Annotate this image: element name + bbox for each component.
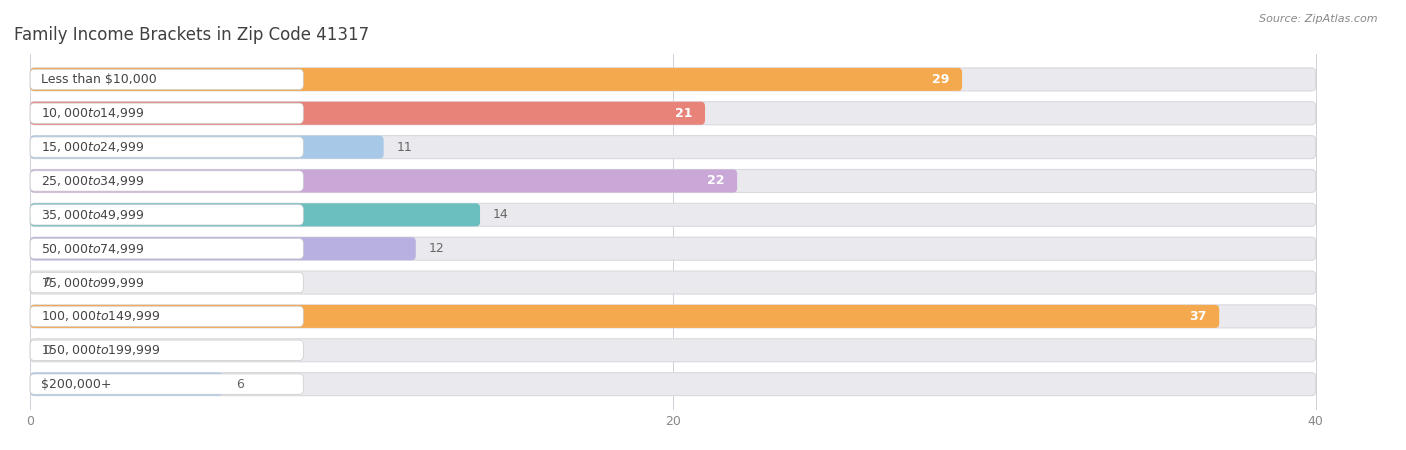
- Text: 37: 37: [1189, 310, 1206, 323]
- Text: Less than $10,000: Less than $10,000: [41, 73, 157, 86]
- FancyBboxPatch shape: [30, 68, 962, 91]
- Text: 21: 21: [675, 107, 692, 120]
- FancyBboxPatch shape: [30, 68, 1316, 91]
- Text: $100,000 to $149,999: $100,000 to $149,999: [41, 310, 160, 324]
- Text: 29: 29: [932, 73, 949, 86]
- FancyBboxPatch shape: [30, 306, 304, 327]
- Text: Family Income Brackets in Zip Code 41317: Family Income Brackets in Zip Code 41317: [14, 26, 370, 44]
- FancyBboxPatch shape: [30, 238, 304, 259]
- FancyBboxPatch shape: [30, 135, 1316, 158]
- Text: 6: 6: [236, 378, 243, 391]
- Text: $150,000 to $199,999: $150,000 to $199,999: [41, 343, 160, 357]
- Text: 22: 22: [707, 175, 724, 188]
- FancyBboxPatch shape: [30, 137, 304, 157]
- FancyBboxPatch shape: [30, 170, 737, 193]
- FancyBboxPatch shape: [30, 271, 1316, 294]
- Text: $50,000 to $74,999: $50,000 to $74,999: [41, 242, 145, 256]
- Text: 12: 12: [429, 242, 444, 255]
- Text: 0: 0: [44, 344, 51, 357]
- FancyBboxPatch shape: [30, 69, 304, 90]
- FancyBboxPatch shape: [30, 203, 1316, 226]
- FancyBboxPatch shape: [30, 171, 304, 191]
- FancyBboxPatch shape: [30, 103, 304, 123]
- FancyBboxPatch shape: [30, 237, 1316, 260]
- FancyBboxPatch shape: [30, 205, 304, 225]
- Text: $25,000 to $34,999: $25,000 to $34,999: [41, 174, 145, 188]
- FancyBboxPatch shape: [30, 203, 479, 226]
- FancyBboxPatch shape: [30, 339, 1316, 362]
- Text: $35,000 to $49,999: $35,000 to $49,999: [41, 208, 145, 222]
- FancyBboxPatch shape: [30, 135, 384, 158]
- Text: 11: 11: [396, 140, 412, 153]
- FancyBboxPatch shape: [30, 272, 304, 292]
- FancyBboxPatch shape: [30, 237, 416, 260]
- FancyBboxPatch shape: [30, 102, 704, 125]
- Text: Source: ZipAtlas.com: Source: ZipAtlas.com: [1260, 14, 1378, 23]
- FancyBboxPatch shape: [30, 305, 1219, 328]
- FancyBboxPatch shape: [30, 373, 224, 396]
- Text: $10,000 to $14,999: $10,000 to $14,999: [41, 106, 145, 120]
- Text: 0: 0: [44, 276, 51, 289]
- FancyBboxPatch shape: [30, 305, 1316, 328]
- FancyBboxPatch shape: [30, 170, 1316, 193]
- FancyBboxPatch shape: [30, 374, 304, 394]
- Text: 14: 14: [494, 208, 509, 221]
- Text: $15,000 to $24,999: $15,000 to $24,999: [41, 140, 145, 154]
- Text: $75,000 to $99,999: $75,000 to $99,999: [41, 275, 145, 289]
- Text: $200,000+: $200,000+: [41, 378, 112, 391]
- FancyBboxPatch shape: [30, 102, 1316, 125]
- FancyBboxPatch shape: [30, 340, 304, 360]
- FancyBboxPatch shape: [30, 373, 1316, 396]
